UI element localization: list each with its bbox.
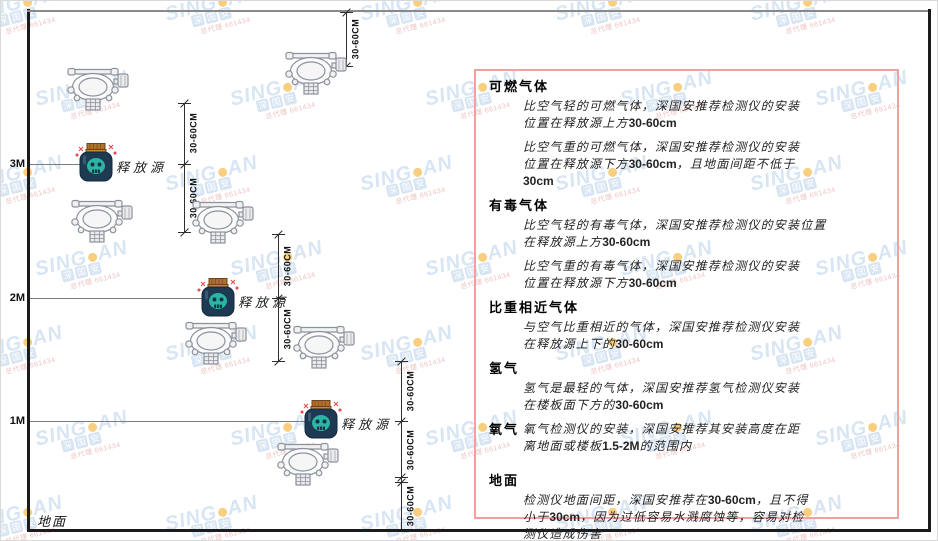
legend-paragraph: 检测仪地面间距，深国安推荐在30-60cm，且不得 小于30cm，因为过低容易水溅…	[523, 492, 849, 541]
dimension-line	[184, 103, 185, 232]
dimension-label-text: 30-60CM	[349, 18, 360, 60]
legend-text-line: 在释放源上下的30-60cm	[523, 337, 664, 351]
legend-section: 有毒气体比空气轻的有毒气体，深国安推荐检测仪的安装位置 在释放源上方30-60cm…	[489, 197, 883, 292]
legend-text-line: 离地面或楼板1.5-2M的范围内	[523, 439, 693, 453]
level-line-2m	[30, 298, 202, 299]
legend-paragraph: 比空气轻的可燃气体，深国安推荐检测仪的安装 位置在释放源上方30-60cm	[523, 98, 849, 132]
legend-section: 比重相近气体与空气比重相近的气体，深国安推荐检测仪安装 在释放源上下的30-60c…	[489, 299, 883, 353]
dimension-label-text: 30-60CM	[404, 485, 415, 527]
dimension-label: 30-60CM	[386, 474, 434, 538]
release-source-icon	[75, 143, 117, 182]
legend-paragraph: 氢气是最轻的气体，深国安推荐氢气检测仪安装 在楼板面下方的30-60cm	[523, 380, 849, 414]
sparkle-icon	[75, 144, 117, 157]
legend-section-heading: 可燃气体	[489, 79, 550, 94]
legend-paragraph: 比空气重的有毒气体，深国安推荐检测仪的安装 位置在释放源下方30-60cm	[523, 258, 849, 292]
gas-detector	[275, 442, 339, 493]
legend-text-line: 小于30cm，因为过低容易水溅腐蚀等，容易对检	[523, 510, 805, 524]
legend-paragraph: 氧气检测仪的安装，深国安推荐其安装高度在距 离地面或楼板1.5-2M的范围内	[523, 421, 849, 455]
dimension-label: 30-60CM	[263, 234, 311, 298]
release-source-label: 释放源	[341, 417, 393, 432]
legend-text-line: 与空气比重相近的气体，深国安推荐检测仪安装	[523, 320, 801, 334]
dimension-label: 30-60CM	[386, 359, 434, 423]
height-label-2m: 2M	[9, 292, 25, 304]
legend-content: 可燃气体比空气轻的可燃气体，深国安推荐检测仪的安装 位置在释放源上方30-60cm…	[489, 78, 883, 541]
release-source-icon	[197, 278, 239, 317]
release-source-label: 释放源	[116, 160, 168, 175]
dimension-line	[401, 361, 402, 529]
ceiling-line	[27, 10, 930, 12]
legend-section-heading: 有毒气体	[489, 198, 550, 213]
right-wall-line	[928, 9, 931, 532]
gas-detector-icon	[67, 67, 129, 111]
legend-section-heading: 氧气	[489, 422, 520, 437]
dimension-label-text: 30-60CM	[281, 245, 292, 287]
legend-text-line: 比空气轻的可燃气体，深国安推荐检测仪的安装	[523, 99, 801, 113]
gas-detector-icon	[285, 51, 347, 95]
gas-detector-icon	[71, 199, 133, 243]
level-line-3m	[30, 164, 81, 165]
legend-paragraph: 与空气比重相近的气体，深国安推荐检测仪安装 在释放源上下的30-60cm	[523, 319, 849, 353]
gas-detector-icon	[192, 200, 254, 244]
floor-line	[27, 529, 931, 532]
dimension-label-text: 30-60CM	[404, 429, 415, 471]
legend-section-heading: 氢气	[489, 361, 520, 376]
dimension-label-text: 30-60CM	[404, 370, 415, 412]
legend-section-heading: 比重相近气体	[489, 300, 580, 315]
legend-text-line: 位置在释放源下方30-60cm，且地面间距不低于	[523, 157, 796, 171]
left-wall-line	[27, 9, 30, 532]
legend-text-line: 比空气重的有毒气体，深国安推荐检测仪的安装	[523, 259, 801, 273]
gas-detector	[190, 200, 254, 251]
ground-label: 地面	[37, 514, 68, 529]
legend-text-line: 在释放源上方30-60cm	[523, 235, 651, 249]
legend-section: 氢气 氢气是最轻的气体，深国安推荐氢气检测仪安装 在楼板面下方的30-60cm	[489, 360, 883, 414]
dimension-label-text: 30-60CM	[187, 112, 198, 154]
dimension-label: 30-60CM	[386, 418, 434, 482]
gas-detector	[69, 199, 133, 250]
gas-detector	[291, 325, 355, 376]
legend-paragraph: 比空气轻的有毒气体，深国安推荐检测仪的安装位置 在释放源上方30-60cm	[523, 217, 849, 251]
release-source: 释放源	[72, 142, 163, 189]
legend-section-heading: 地面	[489, 473, 520, 488]
legend-section: 氧气 氧气检测仪的安装，深国安推荐其安装高度在距 离地面或楼板1.5-2M的范围内	[489, 421, 883, 455]
release-source: 释放源	[194, 277, 285, 324]
legend-text-line: 位置在释放源下方30-60cm	[523, 276, 677, 290]
height-label-3m: 3M	[9, 158, 25, 170]
height-label-1m: 1M	[9, 415, 25, 427]
legend-text-line: 氢气是最轻的气体，深国安推荐氢气检测仪安装	[523, 381, 801, 395]
legend-text-line: 30cm	[523, 174, 554, 188]
sparkle-icon	[300, 401, 342, 414]
legend-text-line: 氧气检测仪的安装，深国安推荐其安装高度在距	[523, 422, 801, 436]
legend-text-line: 检测仪地面间距，深国安推荐在30-60cm，且不得	[523, 493, 809, 507]
release-source-icon	[300, 400, 342, 439]
gas-detector-icon	[185, 321, 247, 365]
legend-text-line: 测仪造成伤害	[523, 527, 603, 541]
gas-detector-icon	[293, 325, 355, 369]
legend-section: 地面 检测仪地面间距，深国安推荐在30-60cm，且不得 小于30cm，因为过低容易…	[489, 472, 883, 541]
gas-detector	[183, 321, 247, 372]
dimension-line	[346, 12, 347, 66]
level-line-1m	[30, 421, 305, 422]
gas-detector-icon	[277, 442, 339, 486]
legend-text-line: 比空气轻的有毒气体，深国安推荐检测仪的安装位置	[523, 218, 827, 232]
release-source-label: 释放源	[238, 295, 290, 310]
dimension-label: 30-60CM	[169, 101, 217, 165]
gas-detector	[283, 51, 347, 102]
legend-box: 可燃气体比空气轻的可燃气体，深国安推荐检测仪的安装 位置在释放源上方30-60cm…	[474, 69, 899, 540]
sparkle-icon	[197, 279, 239, 292]
legend-text-line: 在楼板面下方的30-60cm	[523, 398, 664, 412]
legend-text-line: 位置在释放源上方30-60cm	[523, 116, 677, 130]
legend-text-line: 比空气重的可燃气体，深国安推荐检测仪的安装	[523, 140, 801, 154]
gas-detector	[65, 67, 129, 118]
legend-paragraph: 比空气重的可燃气体，深国安推荐检测仪的安装 位置在释放源下方30-60cm，且地面…	[523, 139, 849, 190]
legend-section: 可燃气体比空气轻的可燃气体，深国安推荐检测仪的安装 位置在释放源上方30-60cm…	[489, 78, 883, 190]
release-source: 释放源	[297, 399, 388, 446]
